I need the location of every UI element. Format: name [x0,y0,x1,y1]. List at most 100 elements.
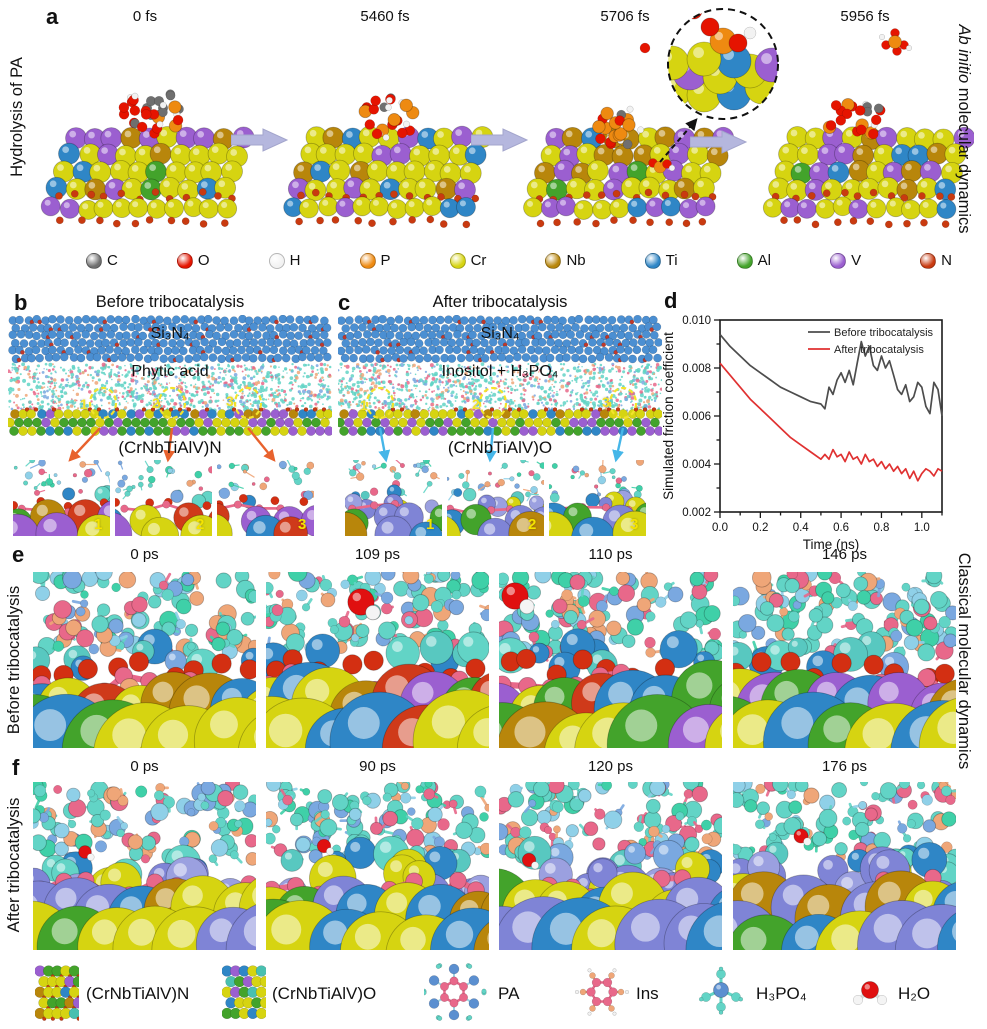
svg-text:0.0: 0.0 [712,522,728,534]
h3po4-molecule-icon [698,966,744,1015]
svg-text:0.4: 0.4 [793,522,810,534]
legend-item-Nb: Nb [545,252,586,269]
cmd-before-snapshot-110ps [499,572,722,748]
aimd-snapshot-0fs [40,89,254,228]
cmd-after-snapshot-90ps [266,782,489,950]
svg-text:0.010: 0.010 [682,315,711,327]
panel-e-letter: e [12,542,25,567]
panel-b-middle-layer-label: Phytic acid [131,363,209,380]
cmd-after-snapshot-0ps [33,782,256,950]
legend-label-pa: PA [498,984,520,1003]
dashed-pointer-arrow-icon [659,118,698,163]
surface-n-thumbnail [35,965,79,1021]
frame-e2-time: 109 ps [354,546,401,563]
svg-text:0.2: 0.2 [752,522,768,534]
panel-a-side-label: Hydrolysis of PA [8,57,26,177]
surface-o-thumbnail [222,965,266,1020]
frame-f2-time: 90 ps [359,758,396,775]
frame-a1-time: 0 fs [132,8,158,25]
panel-b-inset-2 [115,460,212,536]
atom-legend: C O H P Cr Nb Ti Al V N [86,252,952,269]
legend-label-h2o: H₂O [898,984,931,1003]
frame-a3-time: 5706 fs [600,8,650,25]
frame-a2-time: 5460 fs [360,8,410,25]
panel-c-site-3: 3 [602,394,610,410]
svg-text:0.004: 0.004 [682,459,711,471]
panel-c-inset-1-number: 1 [426,516,435,533]
atom-N-icon [920,252,937,269]
ab-initio-italic: Ab initio [955,24,973,84]
svg-text:Simulated friction coefficient: Simulated friction coefficient [661,332,676,500]
panel-b-inset-1 [13,460,110,536]
atom-H-icon [268,252,285,269]
magnified-adsorption-inset [667,8,779,120]
aimd-snapshot-5706fs [523,42,734,228]
panel-f-side-label: After tribocatalysis [5,797,23,933]
progress-arrow-icon [231,128,289,152]
pa-molecule-icon [424,963,487,1021]
atom-C-icon [86,252,102,269]
atom-Nb-icon [545,252,562,269]
panel-c-letter: c [338,290,351,315]
aimd-snapshot-5460fs [283,93,494,229]
panel-c-site-1: 1 [360,397,368,413]
h2o-molecule-icon [852,981,888,1006]
frame-f3-time: 120 ps [587,758,634,775]
legend-item-V: V [830,252,861,269]
progress-arrow-icon [471,128,529,152]
svg-text:0.8: 0.8 [873,522,889,534]
inositol-molecule-icon [574,968,630,1016]
panel-c-inset-arrows [378,427,625,463]
panel-c-inset-3-number: 3 [630,516,639,533]
panel-b-tribofilm-rendering [8,315,332,436]
atom-Ti-icon [644,252,661,269]
panel-c-middle-layer-label: Inositol + H₃PO₄ [441,363,559,380]
legend-label-crnbtialv-o: (CrNbTiAlV)O [272,984,377,1003]
cmd-before-snapshot-109ps [266,572,489,748]
panel-a-letter: a [46,4,59,29]
svg-text:0.6: 0.6 [833,522,849,534]
atom-O-icon [176,252,193,269]
frame-a4-time: 5956 fs [840,8,890,25]
panel-b-site-3: 3 [226,393,234,409]
panel-c-site-2: 2 [472,396,480,412]
panel-b-inset-2-number: 2 [196,516,205,533]
panel-b-surface-label: (CrNbTiAlV)N [118,438,222,457]
panel-f-letter: f [12,755,20,780]
panel-c-tribofilm-rendering [338,315,662,436]
legend-label-h3po4: H₃PO₄ [756,984,807,1003]
panel-b-inset-3-number: 3 [298,516,307,533]
atom-Al-icon [736,252,753,269]
classical-md-right-label: Classical molecular dynamics [955,552,973,770]
panel-d-letter: d [664,288,678,313]
progress-arrow-icon [690,130,748,154]
panel-c-top-layer-label: Si₃N₄ [480,325,520,342]
svg-text:Time (ns): Time (ns) [803,537,860,552]
panel-c-inset-3 [549,460,646,536]
panel-b-title: Before tribocatalysis [95,293,245,311]
legend-item-Ti: Ti [644,252,678,269]
panel-c-inset-2 [447,460,544,536]
panel-b-inset-arrows [68,427,276,463]
cmd-after-snapshot-120ps [499,782,722,950]
panel-c-title: After tribocatalysis [432,293,568,311]
legend-item-Al: Al [736,252,771,269]
panel-b-inset-1-number: 1 [94,516,103,533]
legend-label-crnbtialv-n: (CrNbTiAlV)N [86,984,190,1003]
legend-label-ins: Ins [636,984,659,1003]
svg-text:0.008: 0.008 [682,363,711,375]
frame-f1-time: 0 ps [130,758,159,775]
svg-text:1.0: 1.0 [914,522,930,534]
legend-item-C: C [86,252,118,269]
frame-e4-time: 146 ps [821,546,868,563]
panel-b-top-layer-label: Si₃N₄ [150,325,190,342]
legend-item-Cr: Cr [449,252,486,269]
legend-item-H: H [268,252,300,269]
atom-Cr-icon [449,252,466,269]
ab-initio-rest: molecular dynamics [955,83,973,234]
panel-b-site-2: 2 [152,395,160,411]
frame-f4-time: 176 ps [821,758,868,775]
panel-e-side-label: Before tribocatalysis [5,585,23,735]
frame-e3-time: 110 ps [588,546,633,563]
